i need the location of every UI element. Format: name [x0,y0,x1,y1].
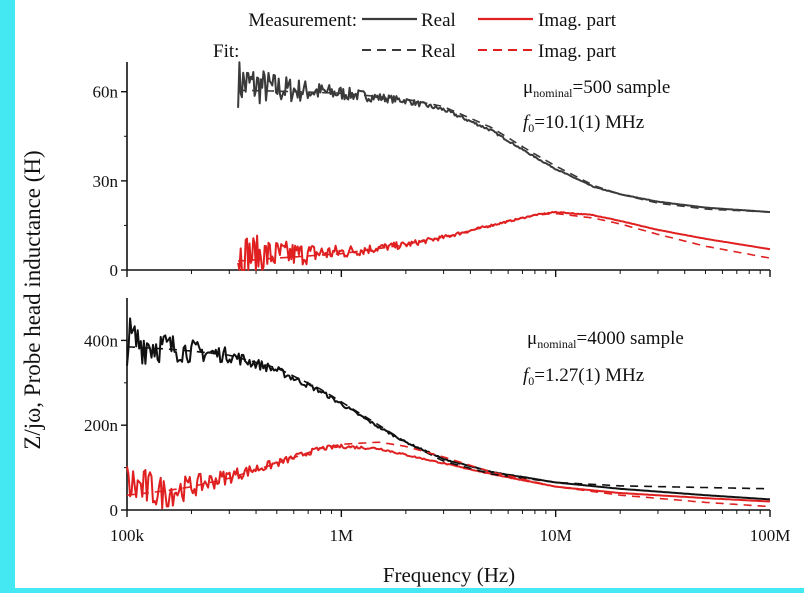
bottom-y-tick-label: 400n [84,331,119,350]
bottom-border-accent [0,588,804,593]
legend-measurement-imag-label: Imag. part [538,10,617,31]
bottom-y-tick-label: 200n [84,416,119,435]
bottom-imag-fit-line [126,441,771,508]
top-panel: μnominal=500 sample f0=10.1(1) MHz 0 30n 6… [93,61,771,280]
top-y-tick-label: 30n [93,172,119,191]
top-imag-fit-line [238,212,771,262]
x-tick-label: 1M [330,526,354,545]
top-real-fit-line [238,89,771,213]
legend-measurement-label: Measurement: [248,10,357,31]
bottom-y-tick-label: 0 [110,501,119,520]
top-y-tick-label: 0 [110,261,119,280]
top-real-measurement-line [237,61,771,214]
x-tick-label: 100M [750,526,791,545]
x-tick-label: 10M [540,526,572,545]
bottom-annotation-mu: μnominal=4000 sample [527,328,684,351]
bottom-real-measurement-line [126,317,771,501]
legend-fit-label: Fit: [213,41,239,62]
bottom-panel: μnominal=4000 sample f0=1.27(1) MHz 0 200… [84,298,790,545]
legend: Measurement: Real Imag. part Fit: Real I… [213,10,617,62]
legend-fit-imag-label: Imag. part [538,41,617,62]
legend-measurement-real-label: Real [421,10,456,31]
left-border-accent [0,0,15,593]
top-imag-measurement-line [237,210,771,271]
top-annotation-mu: μnominal=500 sample [523,77,670,100]
bottom-annotation-f0: f0=1.27(1) MHz [523,365,644,388]
x-tick-label: 100k [110,526,145,545]
y-axis-label: Z/jω, Probe head inductance (H) [20,150,45,449]
legend-fit-real-label: Real [421,41,456,62]
x-axis-label: Frequency (Hz) [383,563,515,587]
top-y-tick-label: 60n [93,83,119,102]
top-annotation-f0: f0=10.1(1) MHz [523,112,644,135]
bottom-imag-measurement-line [126,443,771,510]
bottom-real-fit-line [126,346,771,490]
